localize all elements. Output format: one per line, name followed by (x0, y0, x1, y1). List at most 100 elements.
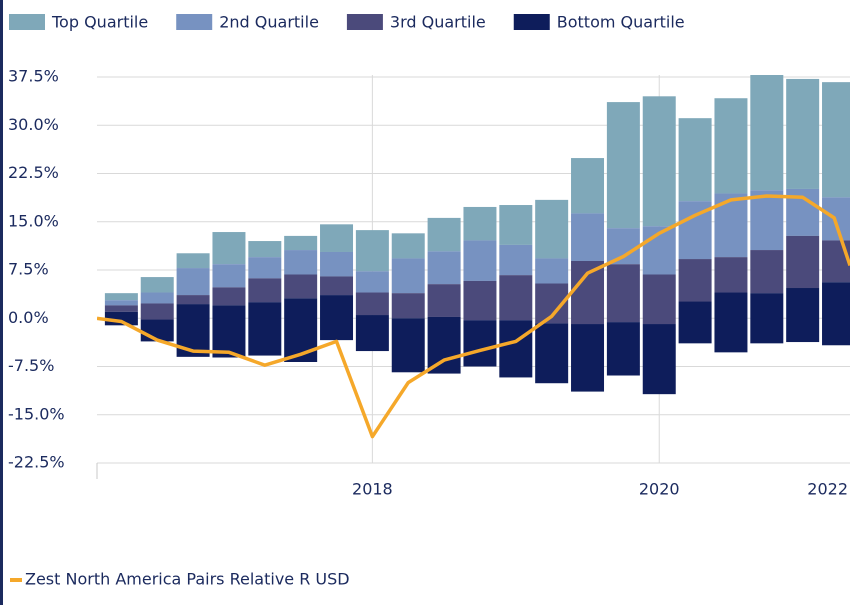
bar-segment (571, 158, 605, 214)
bar-segment (427, 316, 461, 374)
bar-segment (104, 293, 138, 301)
bar-segment (140, 292, 174, 304)
bar-segment (535, 323, 569, 384)
bar-segment (140, 277, 174, 293)
y-tick-label: 22.5% (8, 163, 59, 182)
bar-segment (212, 305, 246, 358)
y-tick-label: 0.0% (8, 308, 49, 327)
bar-segment (499, 205, 533, 245)
legend-swatch (176, 14, 213, 30)
y-tick-label: -22.5% (8, 453, 65, 472)
bar-segment (714, 98, 748, 194)
y-tick-label: -15.0% (8, 404, 65, 423)
bar-segment (104, 305, 138, 312)
bar-segment (320, 276, 354, 296)
bar-segment (463, 240, 497, 281)
y-tick-label: 37.5% (8, 67, 59, 86)
legend-swatch (346, 14, 383, 30)
bar-segment (176, 295, 210, 305)
bar-segment (463, 320, 497, 367)
bar-segment (714, 257, 748, 293)
bar-segment (320, 224, 354, 252)
bar-segment (248, 302, 282, 356)
bar-segment (678, 259, 712, 302)
lines (97, 194, 850, 439)
x-tick-label: 2018 (352, 480, 393, 499)
bar-segment (284, 250, 318, 275)
bar-segment (391, 233, 425, 259)
left-border (0, 0, 3, 605)
bar-segment (176, 268, 210, 296)
bar-segment (499, 244, 533, 276)
bar-segment (678, 301, 712, 344)
bar-segment (750, 75, 784, 191)
y-tick-label: 30.0% (8, 115, 59, 134)
legend-swatch (513, 14, 550, 30)
bar-segment (822, 282, 850, 346)
bar-segment (248, 241, 282, 258)
bar-segment (427, 251, 461, 285)
legend-label: Zest North America Pairs Relative R USD (25, 570, 350, 589)
bar-segment (212, 287, 246, 306)
bar-segment (248, 257, 282, 279)
bar-segment (606, 264, 640, 323)
legend-label: 3rd Quartile (390, 13, 486, 32)
bar-segment (320, 295, 354, 341)
bar-segment (463, 280, 497, 321)
bar-segment (750, 293, 784, 344)
bar-segment (642, 96, 676, 227)
bar-segment (786, 288, 820, 343)
bars (104, 75, 850, 395)
y-tick-label: 15.0% (8, 211, 59, 230)
bar-segment (212, 232, 246, 265)
line-series (97, 194, 850, 439)
axes: 37.5% 30.0% 22.5% 15.0% 7.5% 0.0% -7.5% -15.0% -… (8, 67, 848, 499)
bar-segment (391, 258, 425, 294)
bar-segment (571, 260, 605, 325)
bar-segment (822, 240, 850, 283)
bar-segment (104, 300, 138, 306)
bar-segment (427, 284, 461, 317)
bar-segment (786, 235, 820, 289)
y-tick-label: 7.5% (8, 260, 49, 279)
bar-segment (535, 199, 569, 259)
bar-segment (750, 190, 784, 251)
bar-segment (642, 274, 676, 325)
bar-segment (606, 228, 640, 265)
bar-segment (499, 275, 533, 321)
bar-segment (642, 324, 676, 395)
bar-segment (248, 278, 282, 303)
y-tick-label: -7.5% (8, 356, 54, 375)
legend-swatch (9, 14, 45, 30)
bar-segment (355, 230, 389, 272)
bar-segment (463, 206, 497, 241)
bar-segment (212, 264, 246, 288)
bar-segment (391, 293, 425, 319)
bar-segment (678, 118, 712, 202)
legend-label: Bottom Quartile (557, 13, 685, 32)
bar-segment (499, 320, 533, 378)
x-tick-label: 2020 (639, 480, 680, 499)
bar-segment (714, 292, 748, 353)
legend-label: 2nd Quartile (219, 13, 319, 32)
bar-segment (427, 217, 461, 252)
bar-segment (320, 251, 354, 277)
bar-segment (355, 315, 389, 352)
bar-segment (822, 82, 850, 198)
bar-segment (391, 318, 425, 373)
bar-segment (750, 250, 784, 294)
bar-segment (606, 102, 640, 229)
bar-segment (355, 271, 389, 293)
bar-segment (786, 78, 820, 189)
bar-segment (571, 213, 605, 261)
bar-segment (176, 253, 210, 269)
legend: Top Quartile 2nd Quartile 3rd Quartile Bott… (9, 13, 685, 589)
bar-segment (284, 274, 318, 299)
bar-segment (571, 324, 605, 392)
bar-segment (606, 322, 640, 376)
x-tick-label: 2022 (807, 480, 848, 499)
bar-segment (284, 235, 318, 251)
bar-segment (284, 298, 318, 362)
bar-segment (140, 319, 174, 342)
bar-segment (140, 303, 174, 320)
